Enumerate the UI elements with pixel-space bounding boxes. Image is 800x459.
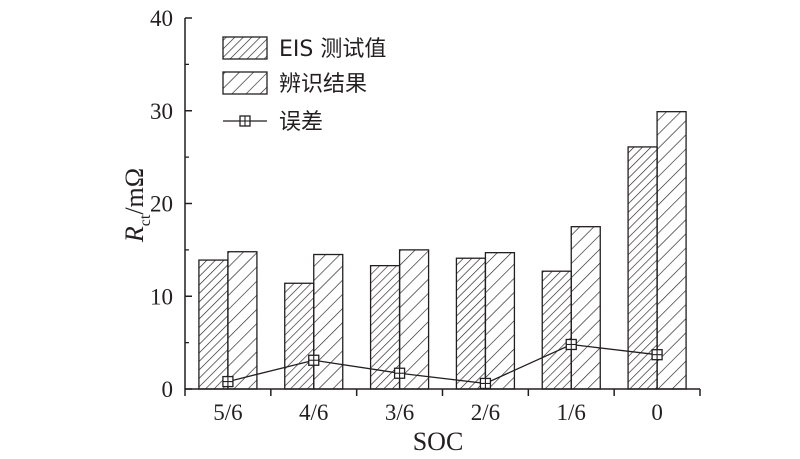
bar-identified (656, 111, 687, 390)
bar-eis (284, 282, 315, 390)
x-tick-label: 5/6 (213, 400, 242, 425)
legend-label-eis: EIS 测试值 (279, 37, 386, 62)
y-ticks: 0 10 20 30 40 (150, 6, 192, 402)
legend-label-identified: 辨识结果 (279, 72, 367, 97)
bars (198, 111, 687, 390)
bar-identified (313, 253, 344, 390)
y-tick-label: 0 (162, 377, 174, 402)
error-point (651, 349, 663, 361)
error-point (308, 354, 320, 366)
bar-eis (455, 257, 487, 390)
error-point (393, 367, 406, 379)
y-tick-label: 10 (150, 284, 173, 309)
bar-identified (398, 249, 430, 390)
error-point (565, 338, 577, 351)
bar-eis (369, 264, 401, 390)
x-ticks: 5/6 4/6 3/6 2/6 1/6 0 (184, 389, 701, 425)
bar-identified (484, 252, 516, 390)
legend-marker-error (239, 115, 251, 127)
y-tick-label: 20 (150, 192, 173, 217)
legend-swatch-identified (222, 71, 268, 95)
y-tick-label: 40 (150, 6, 173, 31)
bar-eis (627, 146, 658, 390)
legend-swatch-eis (222, 36, 268, 60)
y-tick-label: 30 (150, 99, 173, 124)
error-line (222, 338, 663, 390)
x-tick-label: 0 (651, 400, 663, 425)
legend: EIS 测试值 辨识结果 误差 (222, 36, 386, 135)
y-axis-label: Rct/mΩ (120, 168, 154, 243)
bar-eis (198, 259, 229, 390)
error-point (222, 375, 234, 388)
x-tick-label: 2/6 (471, 400, 500, 425)
x-tick-label: 4/6 (299, 400, 328, 425)
bar-eis (541, 270, 572, 390)
error-point (479, 377, 492, 390)
legend-label-error: 误差 (279, 110, 323, 135)
x-tick-label: 3/6 (385, 400, 414, 425)
x-tick-label: 1/6 (557, 400, 586, 425)
bar-identified (570, 226, 601, 390)
error-series-line (227, 343, 658, 385)
x-axis-label: SOC (413, 427, 464, 456)
bar-identified (227, 251, 258, 390)
